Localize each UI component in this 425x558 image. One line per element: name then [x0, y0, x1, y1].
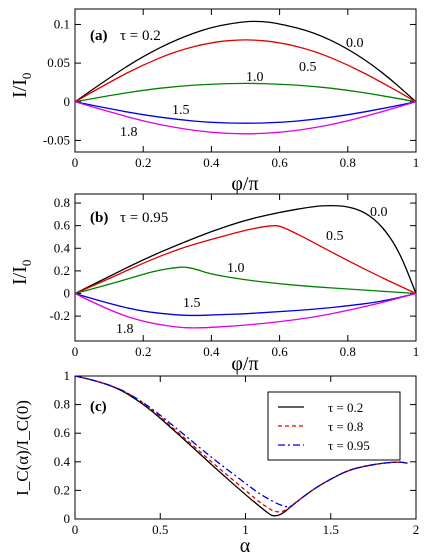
series-line-1.8 — [74, 292, 417, 329]
series-line-0.5 — [74, 39, 417, 103]
legend-label-tau-0.8: τ = 0.8 — [328, 419, 363, 434]
x-tick-label: 1 — [413, 344, 420, 359]
x-tick-label: 0.2 — [135, 344, 151, 359]
legend-label-tau-0.2: τ = 0.2 — [328, 400, 363, 415]
x-tick-label: 0.4 — [203, 344, 220, 359]
x-tick-label: 0.2 — [135, 155, 151, 170]
x-tick-label: 0.4 — [203, 155, 220, 170]
x-axis-label: φ/π — [231, 353, 258, 375]
x-tick-label: 1.5 — [323, 522, 339, 537]
curve-label-1.8: 1.8 — [120, 125, 138, 140]
y-tick-label: 1 — [64, 368, 71, 383]
y-tick-label: 0.6 — [54, 425, 71, 440]
curve-label-1.0: 1.0 — [227, 261, 245, 276]
tau-value-label: τ = 0.95 — [120, 210, 168, 226]
panel-label: (a) — [90, 28, 108, 44]
x-tick-label: 0.6 — [271, 155, 288, 170]
y-axis-label-sub: 0 — [19, 73, 34, 80]
curve-label-1.5: 1.5 — [183, 296, 201, 311]
plot-frame — [74, 193, 417, 342]
curve-label-0.5: 0.5 — [299, 60, 317, 75]
y-tick-label: 0.2 — [54, 482, 70, 497]
y-tick-label: 0.05 — [47, 55, 70, 70]
curve-label-1.5: 1.5 — [172, 103, 190, 118]
y-axis-label: I_C(α)/I_C(0) — [13, 400, 32, 496]
curve-label-0.0: 0.0 — [370, 205, 388, 220]
panel-b: 0 0.2 0.4 0.6 0.8 1 -0.2 0 0.2 0.4 0.6 0.8 (b) τ = … — [9, 193, 419, 375]
x-tick-label: 0 — [72, 155, 79, 170]
y-tick-label: 0 — [64, 286, 71, 301]
curve-label-0.5: 0.5 — [326, 229, 344, 244]
y-axis-label-main: I/I — [9, 79, 31, 98]
series-line-1.5 — [74, 292, 417, 317]
panel-label: (b) — [90, 210, 108, 226]
x-axis-label: φ/π — [231, 173, 258, 195]
series-line-1.8 — [74, 101, 417, 135]
curve-label-1.8: 1.8 — [116, 322, 134, 337]
y-tick-label: 0.1 — [54, 16, 70, 31]
y-tick-label: 0 — [64, 511, 71, 526]
panel-b-marks: 0 0.2 0.4 0.6 0.8 1 -0.2 0 0.2 0.4 0.6 0.8 — [49, 194, 419, 359]
panel-c-marks: 0 0.5 1 1.5 2 0 0.2 0.4 0.6 0.8 1 — [54, 368, 420, 537]
y-tick-label: 0.8 — [54, 195, 70, 210]
x-tick-label: 1 — [413, 155, 420, 170]
series-line-0.0 — [74, 204, 417, 295]
series-line-1.0 — [74, 266, 417, 295]
series-line-1.5 — [74, 101, 417, 124]
x-tick-label: 2 — [413, 522, 420, 537]
y-axis-label: I/I0 — [9, 73, 34, 98]
y-tick-label: -0.2 — [49, 308, 70, 323]
x-tick-label: 0.8 — [340, 344, 356, 359]
plot-frame — [74, 8, 417, 153]
x-tick-label: 0 — [72, 522, 79, 537]
x-axis-label: α — [240, 535, 251, 557]
legend: τ = 0.2 τ = 0.8 τ = 0.95 — [267, 391, 401, 461]
x-tick-label: 0.6 — [271, 344, 288, 359]
x-tick-label: 0.8 — [340, 155, 356, 170]
curve-label-0.0: 0.0 — [346, 36, 364, 51]
tau-value-label: τ = 0.2 — [120, 28, 161, 44]
series-line-0.5 — [74, 225, 417, 295]
series-line-0.0 — [74, 20, 417, 103]
y-tick-label: 0 — [64, 94, 71, 109]
panel-label: (c) — [90, 399, 107, 415]
legend-box — [267, 391, 401, 461]
panel-c: 0 0.5 1 1.5 2 0 0.2 0.4 0.6 0.8 1 (c) τ = 0.2 τ = … — [13, 368, 419, 557]
y-axis-label: I/I0 — [9, 260, 34, 285]
series-line-τ=0.95 — [74, 375, 408, 508]
x-tick-label: 1 — [242, 522, 249, 537]
series-line-1.0 — [74, 82, 417, 103]
y-tick-label: 0.2 — [54, 263, 70, 278]
y-tick-label: 0.6 — [54, 218, 71, 233]
x-tick-label: 0 — [72, 344, 79, 359]
y-axis-label-main: I/I — [9, 266, 31, 285]
y-axis-label-sub: 0 — [19, 260, 34, 267]
legend-label-tau-0.95: τ = 0.95 — [328, 438, 370, 453]
x-tick-label: 0.5 — [152, 522, 168, 537]
y-tick-label: 0.4 — [54, 454, 71, 469]
y-tick-label: -0.05 — [43, 132, 70, 147]
y-tick-label: 0.8 — [54, 397, 70, 412]
y-tick-label: 0.4 — [54, 240, 71, 255]
curve-label-1.0: 1.0 — [246, 70, 264, 85]
